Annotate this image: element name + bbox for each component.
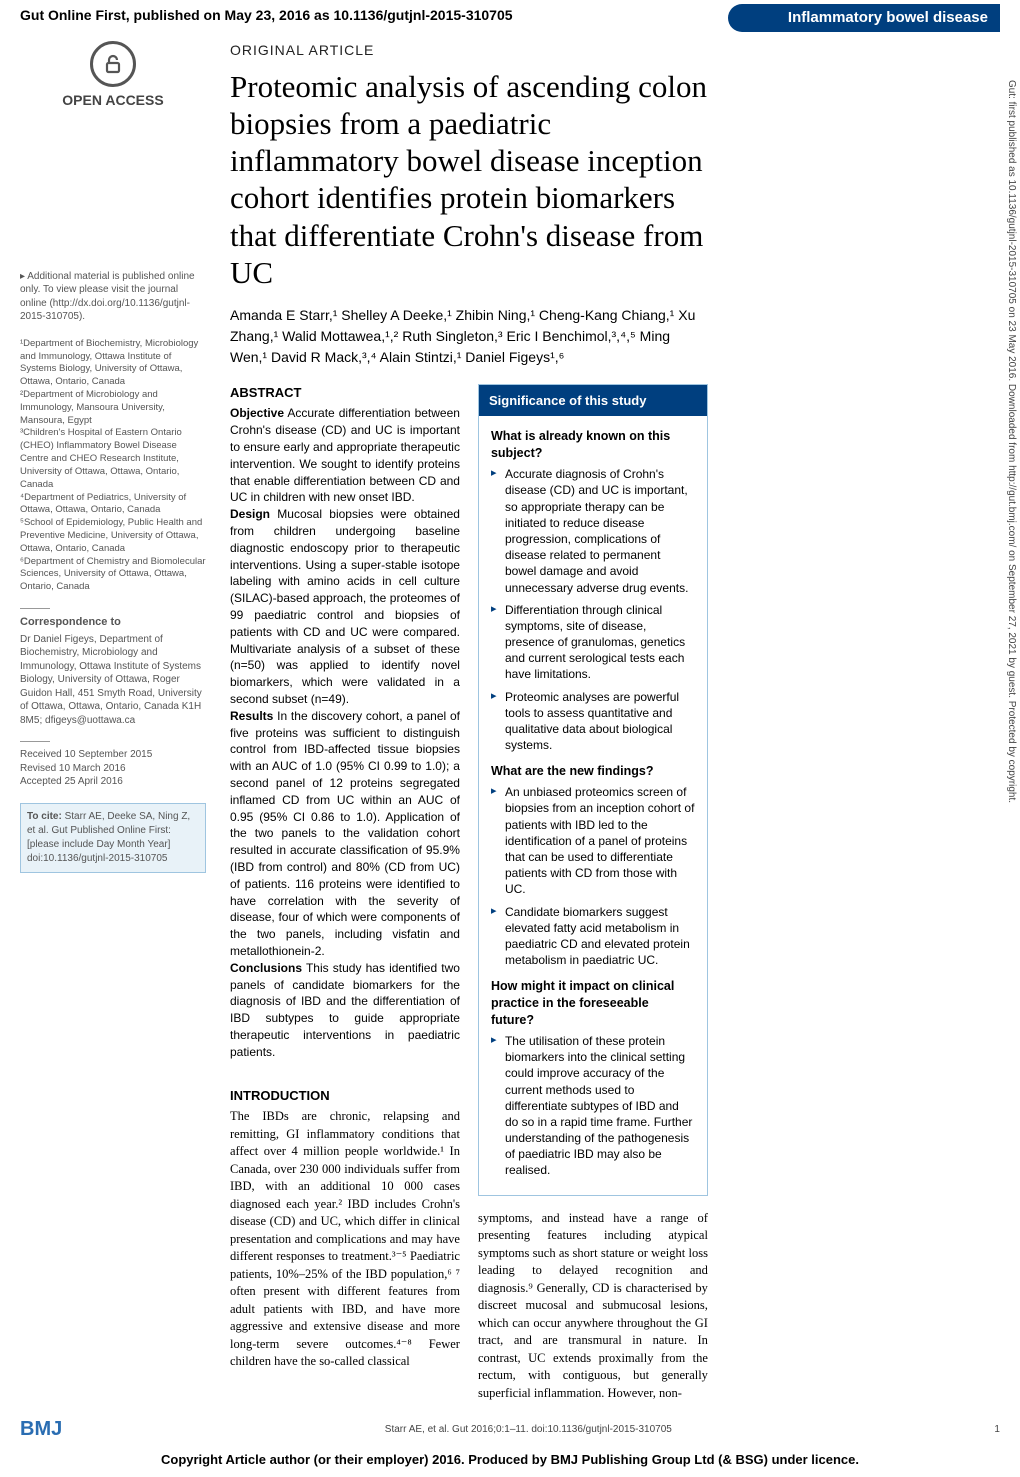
bmj-logo[interactable]: BMJ	[20, 1416, 62, 1443]
intro-continue: symptoms, and instead have a range of pr…	[478, 1210, 708, 1403]
footer-citation: Starr AE, et al. Gut 2016;0:1–11. doi:10…	[385, 1423, 672, 1437]
intro-head: INTRODUCTION	[230, 1087, 460, 1105]
supplementary-note[interactable]: ▸ Additional material is published onlin…	[20, 270, 206, 324]
page-number: 1	[994, 1423, 1000, 1437]
open-access-badge: OPEN ACCESS	[20, 41, 206, 110]
authors: Amanda E Starr,¹ Shelley A Deeke,¹ Zhibi…	[230, 305, 708, 368]
obj-text: Accurate differentiation between Crohn's…	[230, 406, 460, 504]
dates: Received 10 September 2015 Revised 10 Ma…	[20, 748, 206, 789]
correspondence-head: Correspondence to	[20, 615, 206, 630]
correspondence-body: Dr Daniel Figeys, Department of Biochemi…	[20, 633, 206, 728]
column-right: Significance of this study What is alrea…	[478, 384, 708, 1402]
header-bar: Gut Online First, published on May 23, 2…	[0, 0, 1020, 31]
intro-body: The IBDs are chronic, relapsing and remi…	[230, 1108, 460, 1371]
open-access-label: OPEN ACCESS	[20, 91, 206, 110]
list-item: Accurate diagnosis of Crohn's disease (C…	[491, 466, 695, 596]
article-type: ORIGINAL ARTICLE	[230, 41, 708, 60]
list-item: The utilisation of these protein biomark…	[491, 1033, 695, 1179]
known-head: What is already known on this subject?	[491, 428, 695, 462]
list-item: Differentiation through clinical symptom…	[491, 602, 695, 683]
results-text: In the discovery cohort, a panel of five…	[230, 709, 460, 958]
impact-head: How might it impact on clinical practice…	[491, 978, 695, 1029]
results-label: Results	[230, 709, 273, 723]
list-item: Proteomic analyses are powerful tools to…	[491, 689, 695, 754]
cite-label: To cite:	[27, 811, 62, 822]
sidebar: OPEN ACCESS ▸ Additional material is pub…	[20, 41, 220, 1402]
footer: BMJ Starr AE, et al. Gut 2016;0:1–11. do…	[0, 1412, 1020, 1449]
copyright: Copyright Article author (or their emplo…	[0, 1449, 1020, 1477]
significance-header: Significance of this study	[479, 385, 707, 417]
list-item: An unbiased proteomics screen of biopsie…	[491, 784, 695, 897]
main-content: ORIGINAL ARTICLE Proteomic analysis of a…	[220, 41, 708, 1402]
article-title: Proteomic analysis of ascending colon bi…	[230, 68, 708, 291]
cite-box: To cite: Starr AE, Deeke SA, Ning Z, et …	[20, 803, 206, 873]
impact-list: The utilisation of these protein biomark…	[491, 1033, 695, 1179]
header-category: Inflammatory bowel disease	[728, 4, 1000, 32]
vertical-rights-note: Gut: first published as 10.1136/gutjnl-2…	[1005, 80, 1019, 1080]
concl-text: This study has identified two panels of …	[230, 961, 460, 1059]
significance-box: Significance of this study What is alrea…	[478, 384, 708, 1196]
abstract-body: Objective Accurate differentiation betwe…	[230, 405, 460, 1060]
new-head: What are the new findings?	[491, 763, 695, 780]
open-lock-icon	[90, 41, 136, 87]
design-label: Design	[230, 507, 270, 521]
obj-label: Objective	[230, 406, 284, 420]
abstract-head: ABSTRACT	[230, 384, 460, 402]
header-journal-line: Gut Online First, published on May 23, 2…	[20, 7, 513, 23]
affiliations: ¹Department of Biochemistry, Microbiolog…	[20, 338, 206, 594]
known-list: Accurate diagnosis of Crohn's disease (C…	[491, 466, 695, 753]
new-list: An unbiased proteomics screen of biopsie…	[491, 784, 695, 968]
design-text: Mucosal biopsies were obtained from chil…	[230, 507, 460, 706]
list-item: Candidate biomarkers suggest elevated fa…	[491, 904, 695, 969]
concl-label: Conclusions	[230, 961, 302, 975]
column-left: ABSTRACT Objective Accurate differentiat…	[230, 384, 460, 1402]
